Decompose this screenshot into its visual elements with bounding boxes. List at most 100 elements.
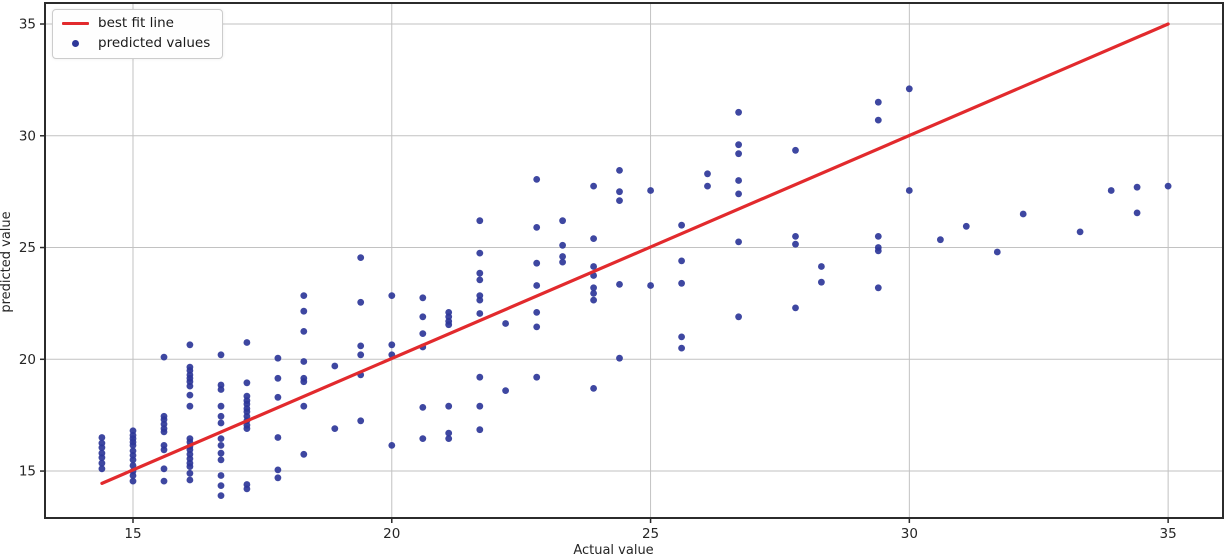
data-point <box>874 233 882 240</box>
data-point <box>274 466 282 474</box>
data-point <box>874 284 882 292</box>
data-point <box>331 362 339 370</box>
data-point <box>735 313 742 321</box>
plot-spines <box>44 2 1224 519</box>
data-point <box>616 167 623 174</box>
data-point <box>129 477 137 485</box>
best-fit-line <box>100 22 1170 485</box>
data-point <box>186 463 194 470</box>
data-point <box>874 98 882 106</box>
legend-line-swatch <box>62 22 89 25</box>
y-tick-label: 30 <box>19 128 36 144</box>
y-tick-label: 35 <box>19 17 36 33</box>
data-point <box>533 323 541 331</box>
data-point <box>217 402 225 410</box>
data-point <box>590 182 597 190</box>
data-point <box>160 446 168 454</box>
data-point <box>590 284 597 292</box>
x-tick-label: 35 <box>1160 526 1177 542</box>
grid <box>45 3 1223 518</box>
data-point <box>476 296 484 304</box>
data-point <box>217 472 225 479</box>
data-point <box>217 442 225 449</box>
data-point <box>476 276 484 284</box>
data-point <box>704 170 711 178</box>
data-point <box>357 417 365 425</box>
data-point <box>647 187 654 194</box>
data-point <box>616 188 623 196</box>
data-point <box>445 321 453 329</box>
data-point <box>792 233 799 240</box>
x-ticks: 15 20 25 30 35 <box>124 518 1177 542</box>
data-point <box>678 344 685 352</box>
data-point <box>217 449 225 457</box>
data-point <box>160 428 168 436</box>
data-point <box>186 382 194 390</box>
data-point <box>300 378 308 386</box>
data-point <box>419 294 427 302</box>
data-point <box>1076 228 1084 236</box>
data-point <box>445 402 453 410</box>
data-point <box>274 474 282 482</box>
data-point <box>243 425 251 432</box>
data-point <box>590 263 597 270</box>
data-point <box>274 434 282 441</box>
data-point <box>476 402 484 410</box>
data-point <box>937 236 944 244</box>
data-point <box>300 358 308 365</box>
data-point <box>616 197 623 205</box>
data-point <box>1133 209 1141 217</box>
data-point <box>616 354 623 362</box>
data-point <box>98 459 106 467</box>
legend-item-best-fit-line: best fit line <box>62 15 210 32</box>
data-point <box>186 402 194 410</box>
data-point <box>274 354 282 362</box>
data-point <box>300 402 308 410</box>
legend-dot-swatch <box>62 40 89 47</box>
data-point <box>300 328 308 335</box>
data-point <box>217 412 225 420</box>
data-point <box>445 435 453 442</box>
blue-dot-icon <box>72 40 79 47</box>
data-point <box>647 282 654 289</box>
legend-label-predicted-values: predicted values <box>98 35 211 51</box>
data-point <box>217 492 225 499</box>
data-point <box>818 278 825 286</box>
data-point <box>735 238 742 246</box>
data-point <box>792 240 799 248</box>
data-point <box>331 425 339 432</box>
data-point <box>533 373 541 381</box>
legend-item-predicted-values: predicted values <box>62 35 210 52</box>
data-point <box>559 241 566 249</box>
data-point <box>590 235 597 243</box>
data-point <box>186 469 194 477</box>
data-point <box>905 85 913 93</box>
data-point <box>476 249 484 257</box>
data-point <box>993 248 1001 256</box>
data-point <box>476 310 484 317</box>
data-point <box>1107 187 1115 194</box>
data-point <box>678 279 685 287</box>
data-point <box>217 419 225 427</box>
data-point <box>1133 183 1141 191</box>
data-point <box>160 465 168 473</box>
data-point <box>792 146 799 154</box>
data-point <box>388 341 396 349</box>
data-point <box>476 373 484 381</box>
data-point <box>129 442 137 449</box>
data-point <box>300 450 308 458</box>
data-point <box>129 462 137 469</box>
y-tick-label: 25 <box>19 240 36 256</box>
data-point <box>98 465 106 473</box>
data-point <box>160 353 168 361</box>
data-point <box>419 435 427 442</box>
data-point <box>445 429 453 437</box>
data-point <box>300 292 308 299</box>
data-point <box>419 330 427 337</box>
x-tick-label: 30 <box>901 526 918 542</box>
data-point <box>160 477 168 485</box>
data-point <box>818 263 825 270</box>
data-point <box>559 258 566 266</box>
